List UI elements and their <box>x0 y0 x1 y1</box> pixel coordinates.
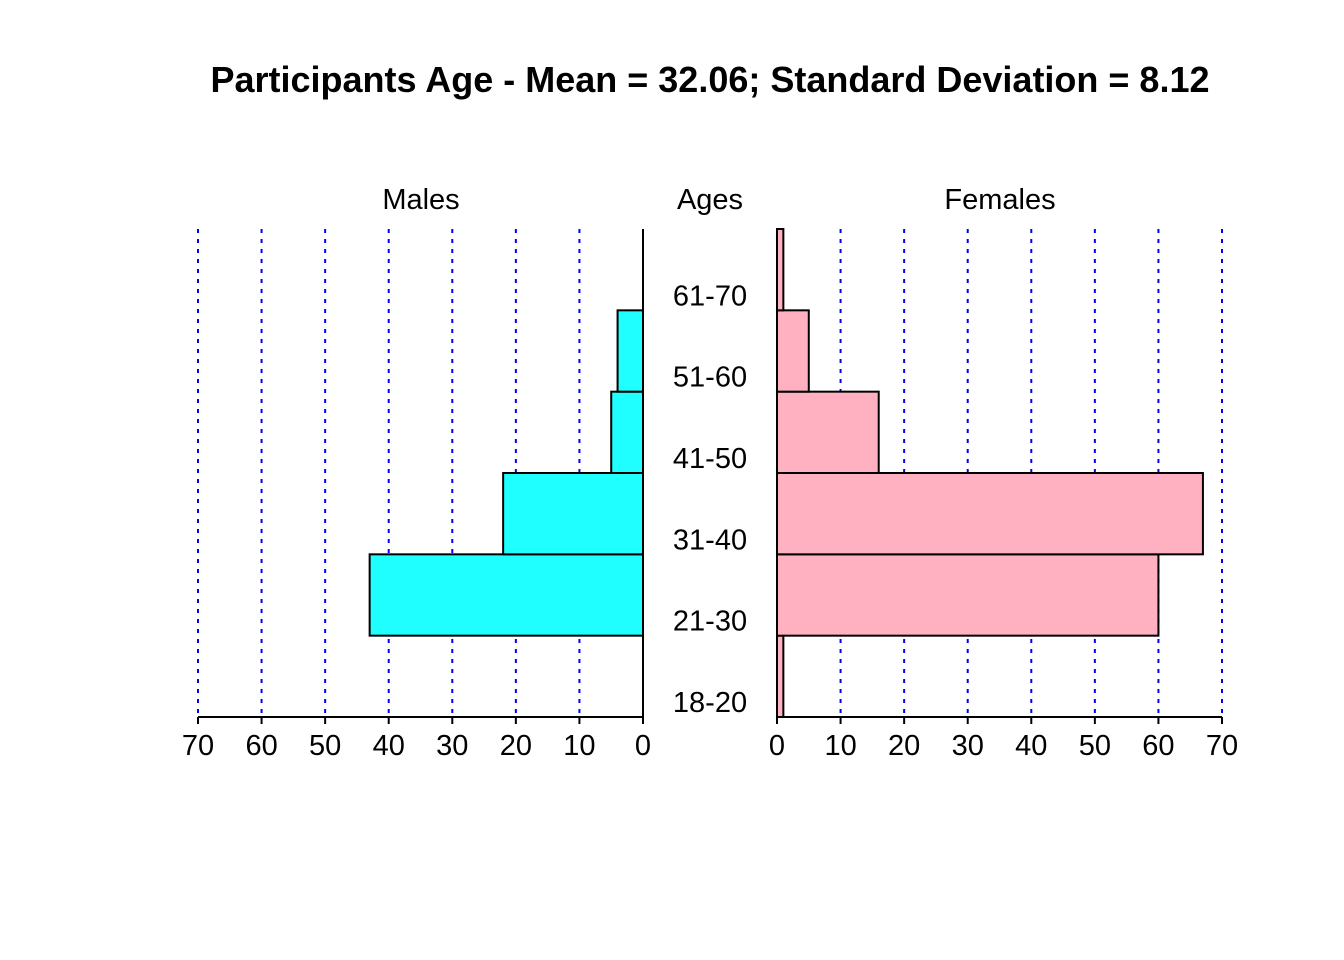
female-tick-label-70: 70 <box>1206 730 1238 762</box>
age-label-41-50: 41-50 <box>673 443 747 475</box>
male-tick-label-0: 0 <box>635 730 651 762</box>
male-tick-label-60: 60 <box>245 730 277 762</box>
female-tick-label-40: 40 <box>1015 730 1047 762</box>
female-bar-21-30 <box>776 553 1160 637</box>
age-label-18-20: 18-20 <box>673 687 747 719</box>
males-panel-label: Males <box>382 184 459 216</box>
age-label-51-60: 51-60 <box>673 362 747 394</box>
male-tick-label-20: 20 <box>500 730 532 762</box>
male-bar-51-60 <box>616 309 644 393</box>
female-tick-label-60: 60 <box>1142 730 1174 762</box>
female-bar-61-70 <box>776 228 785 312</box>
male-tick-label-50: 50 <box>309 730 341 762</box>
female-tick-label-50: 50 <box>1079 730 1111 762</box>
male-bar-41-50 <box>610 390 645 474</box>
age-label-31-40: 31-40 <box>673 524 747 556</box>
female-tick-label-20: 20 <box>888 730 920 762</box>
females-panel-label: Females <box>944 184 1055 216</box>
male-tick-label-10: 10 <box>563 730 595 762</box>
male-tick-label-70: 70 <box>182 730 214 762</box>
axis-layer <box>197 229 1223 724</box>
female-bar-18-20 <box>776 634 785 719</box>
male-tick-label-40: 40 <box>373 730 405 762</box>
female-bar-31-40 <box>776 472 1204 556</box>
age-label-61-70: 61-70 <box>673 280 747 312</box>
male-tick-label-30: 30 <box>436 730 468 762</box>
female-bar-41-50 <box>776 390 880 474</box>
female-tick-label-10: 10 <box>824 730 856 762</box>
male-bar-21-30 <box>368 553 644 637</box>
female-tick-label-30: 30 <box>952 730 984 762</box>
female-bar-51-60 <box>776 309 810 393</box>
ages-center-label: Ages <box>677 184 743 216</box>
age-label-21-30: 21-30 <box>673 606 747 638</box>
chart-title: Participants Age - Mean = 32.06; Standar… <box>210 59 1209 100</box>
label-layer: 18-20 21-30 31-40 41-50 51-60 61-70 0 0 10 10 20 20… <box>182 280 1238 762</box>
male-bar-31-40 <box>502 472 644 556</box>
bar-layer <box>368 228 1204 719</box>
female-tick-label-0: 0 <box>769 730 785 762</box>
